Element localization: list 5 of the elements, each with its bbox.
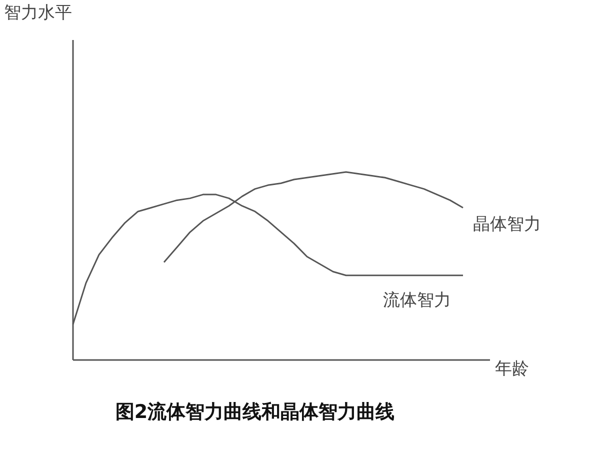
series-label: 流体智力 (383, 290, 451, 310)
text: 图2流体智力曲线和晶体智力曲线 (115, 401, 395, 423)
series-label: 晶体智力 (473, 214, 541, 235)
text: 智力水平 (4, 3, 72, 23)
x-axis-title: 年龄 (495, 359, 529, 379)
